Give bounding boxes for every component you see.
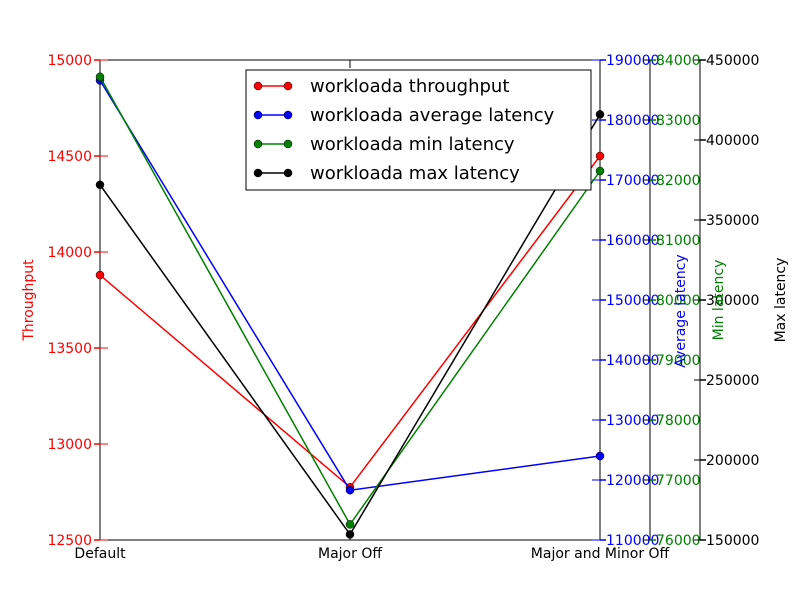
legend-marker-min-latency [253, 139, 263, 149]
legend-entry-throughput: workloada throughput [253, 76, 509, 97]
throughput-tick-label: 14500 [47, 149, 92, 165]
min-tick-label: 78000 [656, 413, 701, 429]
legend-marker-throughput-end [283, 81, 293, 91]
data-point-min-latency [95, 72, 105, 82]
throughput-tick-label: 13000 [47, 437, 92, 453]
legend-marker-max-latency-end [283, 168, 293, 178]
max-tick-label: 150000 [706, 533, 759, 549]
min-latency-axis-title: Min latency [711, 260, 727, 341]
legend-label-throughput: workloada throughput [310, 76, 509, 97]
max-tick-label: 200000 [706, 453, 759, 469]
legend-marker-average-latency [253, 110, 263, 120]
legend-label-max-latency: workloada max latency [310, 163, 520, 184]
legend: workloada throughput workloada average l… [245, 69, 592, 191]
x-axis: Default Major Off Major and Minor Off [74, 60, 670, 562]
average-latency-axis: 110000 120000 130000 140000 150000 160000 1700… [592, 53, 659, 549]
data-point-throughput [595, 151, 605, 161]
min-tick-label: 82000 [656, 173, 701, 189]
data-point-average-latency [595, 451, 605, 461]
legend-label-min-latency: workloada min latency [310, 134, 515, 155]
data-point-max-latency [95, 180, 105, 190]
min-tick-label: 84000 [656, 53, 701, 69]
data-point-min-latency [595, 166, 605, 176]
x-tick-label: Major and Minor Off [531, 546, 670, 562]
legend-label-average-latency: workloada average latency [310, 105, 555, 126]
throughput-tick-label: 13500 [47, 341, 92, 357]
max-tick-label: 400000 [706, 133, 759, 149]
average-tick-label: 130000 [606, 413, 659, 429]
legend-box [245, 69, 592, 191]
data-point-max-latency [595, 110, 605, 119]
average-latency-axis-title: Average latency [673, 254, 689, 367]
legend-entry-min-latency: workloada min latency [253, 134, 515, 155]
min-tick-label: 81000 [656, 233, 701, 249]
min-latency-axis: 76000 77000 78000 79000 80000 81000 82000 83000… [644, 53, 701, 549]
data-point-max-latency [345, 530, 355, 539]
series-layer [95, 72, 605, 539]
average-tick-label: 160000 [606, 233, 659, 249]
average-tick-label: 190000 [606, 53, 659, 69]
data-point-average-latency [345, 485, 355, 495]
throughput-tick-label: 12500 [47, 533, 92, 549]
data-point-throughput [95, 270, 105, 280]
throughput-tick-label: 14000 [47, 245, 92, 261]
average-tick-label: 170000 [606, 173, 659, 189]
max-tick-label: 300000 [706, 293, 759, 309]
legend-entry-max-latency: workloada max latency [253, 163, 520, 184]
legend-marker-average-latency-end [283, 110, 293, 120]
average-tick-label: 140000 [606, 353, 659, 369]
min-tick-label: 79000 [656, 353, 701, 369]
max-tick-label: 450000 [706, 53, 759, 69]
legend-marker-max-latency [253, 168, 263, 178]
min-tick-label: 77000 [656, 473, 701, 489]
max-tick-label: 350000 [706, 213, 759, 229]
legend-marker-throughput [253, 81, 263, 91]
average-tick-label: 120000 [606, 473, 659, 489]
average-tick-label: 150000 [606, 293, 659, 309]
throughput-axis-title: Throughput [21, 259, 37, 342]
legend-marker-min-latency-end [283, 139, 293, 149]
max-latency-axis: 150000 200000 250000 300000 350000 400000 4500… [694, 53, 759, 549]
min-tick-label: 80000 [656, 293, 701, 309]
min-tick-label: 83000 [656, 113, 701, 129]
legend-entry-average-latency: workloada average latency [253, 105, 555, 126]
max-tick-label: 250000 [706, 373, 759, 389]
throughput-axis: 12500 13000 13500 14000 14500 15000 [47, 53, 108, 549]
x-tick-label: Major Off [318, 546, 382, 562]
min-tick-label: 76000 [656, 533, 701, 549]
max-latency-axis-title: Max latency [773, 258, 789, 343]
throughput-tick-label: 15000 [47, 53, 92, 69]
data-point-min-latency [345, 520, 355, 529]
average-tick-label: 180000 [606, 113, 659, 129]
x-tick-label: Default [74, 546, 126, 562]
average-tick-label: 110000 [606, 533, 659, 549]
